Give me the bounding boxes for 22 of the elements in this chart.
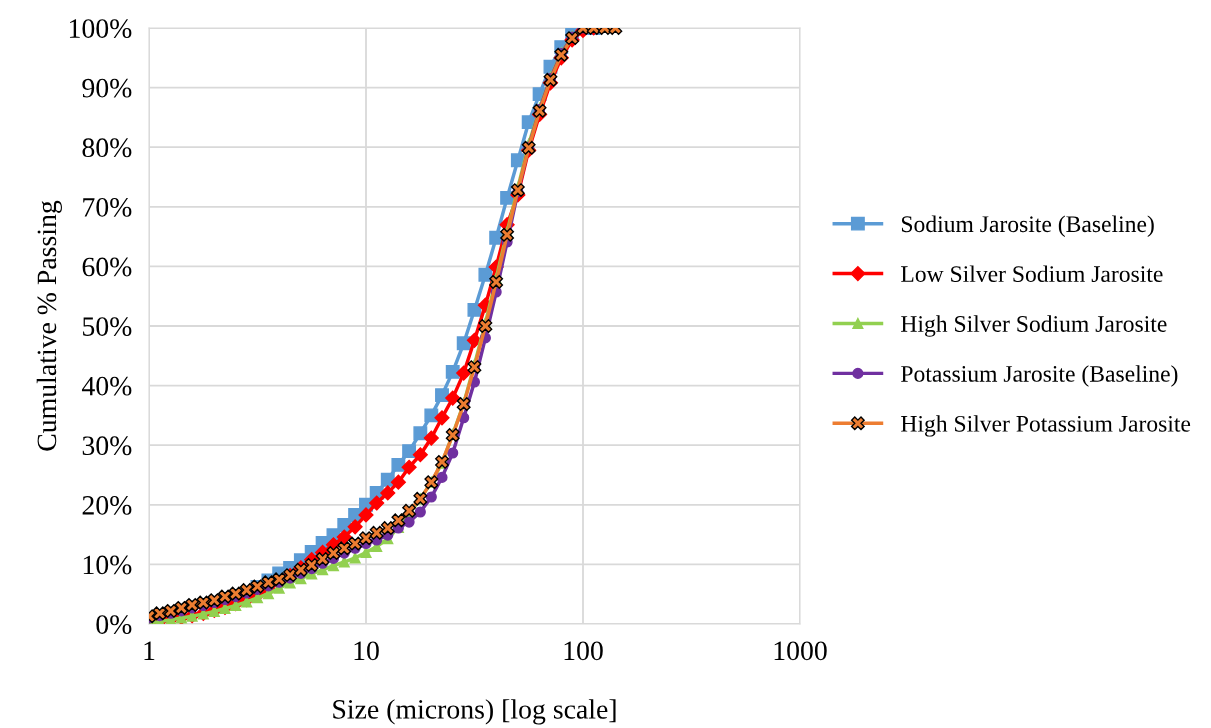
x-tick-label: 100 [564,641,603,661]
x-tick-label: 10 [354,641,379,661]
legend-label: High Silver Potassium Jarosite [901,415,1191,437]
y-axis-title: Cumulative % Passing [36,200,62,451]
x-tick-label: 1000 [774,641,827,661]
y-tick-label: 0% [96,615,132,634]
y-tick-label: 90% [82,78,132,98]
y-tick-label: 100% [69,19,132,38]
y-tick-label: 30% [82,436,132,456]
x-axis-title: Size (microns) [log scale] [333,699,616,725]
y-tick-label: 80% [82,138,132,158]
y-tick-label: 40% [81,376,132,396]
legend-label: Potassium Jarosite (Baseline) [901,365,1178,387]
x-tick-label: 1 [144,641,155,660]
y-tick-label: 60% [82,257,132,277]
y-tick-label: 70% [83,197,132,217]
legend-label: Sodium Jarosite (Baseline) [901,215,1154,237]
y-tick-label: 10% [83,555,132,575]
y-tick-label: 50% [83,317,132,336]
legend-label: Low Silver Sodium Jarosite [901,265,1163,283]
legend-label: High Silver Sodium Jarosite [901,315,1167,337]
y-tick-label: 20% [82,495,132,515]
